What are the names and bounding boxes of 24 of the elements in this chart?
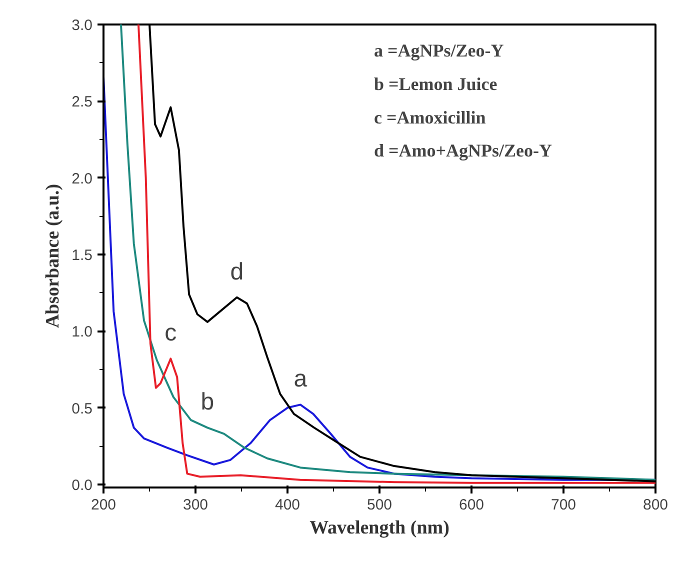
x-tick-label: 500 [366, 496, 392, 514]
annotation: c [164, 320, 177, 347]
y-axis-title: Absorbance (a.u.) [42, 184, 64, 328]
annotation: b [200, 388, 214, 416]
y-tick-label: 2.5 [72, 94, 93, 111]
x-tick-label: 400 [274, 496, 300, 514]
x-tick-label: 200 [90, 496, 116, 514]
y-tick-label: 0.0 [72, 476, 93, 494]
annotation: d =Amo+AgNPs/Zeo-Y [374, 140, 552, 161]
annotation: c =Amoxicillin [374, 107, 486, 128]
y-tick-label: 1.5 [72, 246, 93, 264]
x-tick-label: 800 [642, 496, 668, 514]
x-tick-label: 700 [550, 496, 576, 514]
annotation: a [294, 366, 308, 393]
x-tick-label: 300 [182, 496, 208, 514]
y-tick-label: 3.0 [72, 17, 93, 34]
annotation: a =AgNPs/Zeo-Y [374, 40, 504, 61]
x-tick-label: 600 [458, 496, 484, 514]
annotation: d [230, 258, 244, 286]
y-tick-label: 0.5 [72, 400, 93, 418]
y-tick-label: 1.0 [72, 324, 93, 341]
y-tick-label: 2.0 [72, 170, 93, 188]
x-axis-title: Wavelength (nm) [310, 518, 450, 538]
annotation: b =Lemon Juice [374, 74, 498, 94]
